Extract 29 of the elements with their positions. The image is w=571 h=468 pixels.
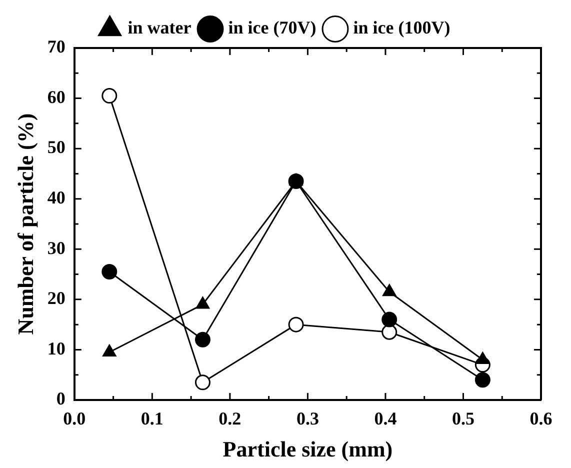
point: [102, 88, 118, 104]
y-axis-title: Number of particle (%): [12, 113, 38, 335]
y-tick-label: 30: [47, 238, 66, 258]
x-tick-label: 0.0: [63, 408, 86, 428]
y-tick-label: 60: [47, 86, 66, 107]
point: [382, 312, 398, 328]
legend-label: in ice (70V): [228, 18, 316, 38]
point: [474, 372, 490, 388]
x-tick-label: 0.6: [530, 408, 552, 428]
y-tick-label: 50: [47, 137, 66, 158]
x-tick-label: 0.4: [374, 408, 397, 428]
point: [102, 264, 118, 280]
point: [194, 374, 210, 390]
x-tick-label: 0.1: [140, 408, 164, 428]
y-tick-label: 0: [56, 388, 66, 409]
y-tick-label: 70: [47, 36, 66, 57]
point: [476, 352, 490, 364]
legend-label: in water: [128, 18, 192, 38]
x-axis-title: Particle size (mm): [222, 436, 393, 462]
y-tick-label: 10: [47, 338, 66, 358]
x-tick-label: 0.2: [218, 408, 242, 428]
y-tick-label: 40: [47, 188, 66, 208]
y-tick-label: 20: [47, 288, 66, 308]
point: [288, 316, 304, 332]
legend-label: in ice (100V): [353, 18, 450, 38]
point: [382, 324, 398, 340]
x-tick-label: 0.5: [452, 408, 474, 428]
x-tick-label: 0.3: [296, 408, 319, 428]
point: [194, 332, 210, 348]
